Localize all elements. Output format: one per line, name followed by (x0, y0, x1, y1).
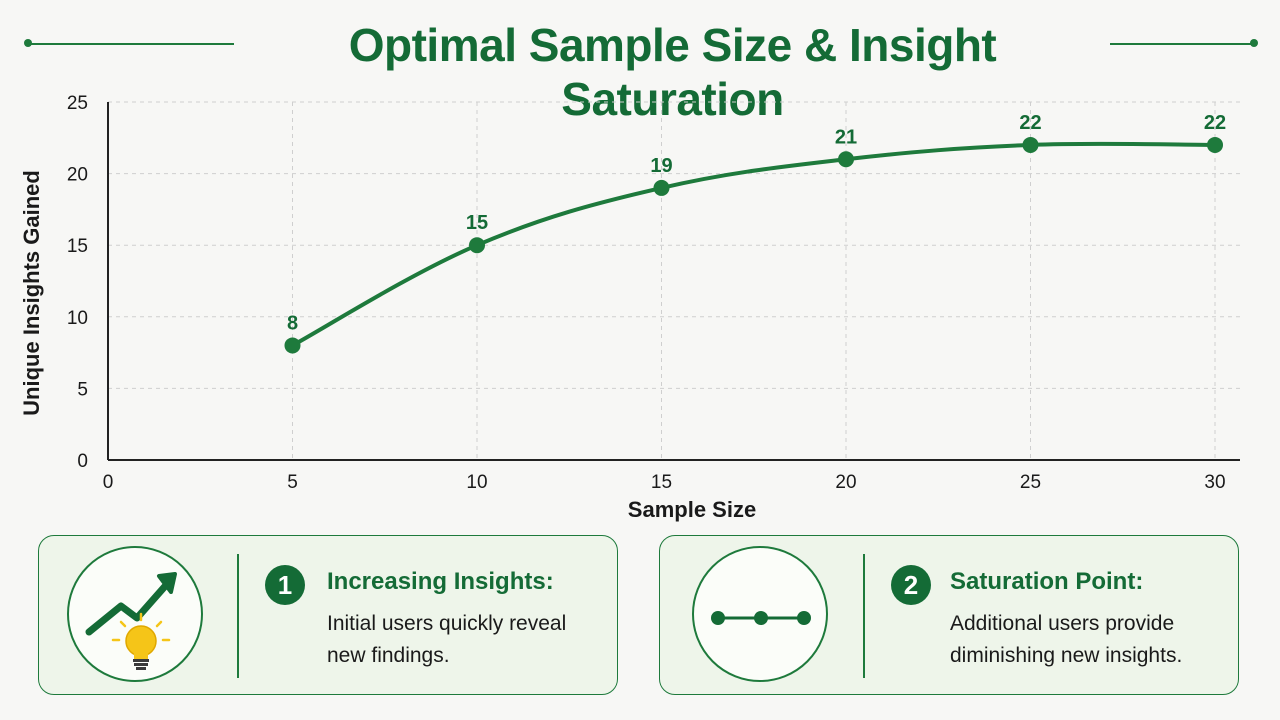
title-rule-right (1110, 43, 1256, 45)
series-line (290, 141, 1217, 348)
data-point (838, 151, 854, 168)
title-rule-left (28, 43, 234, 45)
data-label: 15 (466, 212, 488, 234)
y-tick-label: 15 (67, 236, 88, 257)
x-tick-label: 0 (103, 472, 114, 493)
y-tick-label: 25 (67, 93, 88, 114)
x-tick-label: 15 (651, 472, 672, 493)
card-title: Saturation Point: (950, 568, 1144, 595)
insight-card-saturation: 2 Saturation Point: Additional users pro… (659, 535, 1239, 695)
step-badge: 1 (265, 565, 305, 605)
data-label: 22 (1019, 112, 1041, 134)
y-axis-title: Unique Insights Gained (19, 170, 44, 416)
data-point (653, 179, 670, 196)
card-divider (863, 554, 865, 678)
x-axis-title: Sample Size (628, 497, 756, 522)
y-tick-label: 5 (77, 379, 88, 400)
y-tick-label: 0 (77, 451, 88, 472)
page-title: Optimal Sample Size & Insight Saturation (348, 19, 997, 125)
card-title: Increasing Insights: (327, 568, 554, 595)
title-dot-right (1250, 39, 1258, 47)
data-point (1207, 136, 1223, 153)
x-tick-label: 25 (1020, 472, 1041, 493)
x-tick-label: 10 (466, 472, 487, 493)
flat-line-dots-icon (692, 546, 828, 682)
x-tick-label: 30 (1204, 472, 1225, 493)
card-description: Initial users quickly reveal new finding… (327, 612, 567, 667)
trend-up-lightbulb-icon (67, 546, 203, 682)
card-description: Additional users provide diminishing new… (950, 612, 1183, 667)
data-label: 21 (835, 126, 857, 148)
data-label: 8 (287, 312, 298, 334)
x-tick-label: 5 (287, 472, 298, 493)
x-tick-label: 20 (835, 472, 856, 493)
card-divider (237, 554, 239, 678)
data-point (469, 237, 485, 254)
data-label: 22 (1204, 112, 1226, 134)
data-point (284, 337, 301, 354)
line-chart: 0 5 10 15 20 25 0 5 10 15 20 25 30 Sample Size Unique … (19, 93, 1240, 522)
data-point (1022, 136, 1039, 153)
y-tick-label: 10 (67, 308, 88, 329)
y-tick-label: 20 (67, 165, 88, 186)
data-label: 19 (650, 155, 672, 177)
step-badge: 2 (891, 565, 931, 605)
insight-card-increasing: 1 Increasing Insights: Initial users qui… (38, 535, 618, 695)
title-row: Optimal Sample Size & Insight Saturation (0, 14, 1280, 125)
